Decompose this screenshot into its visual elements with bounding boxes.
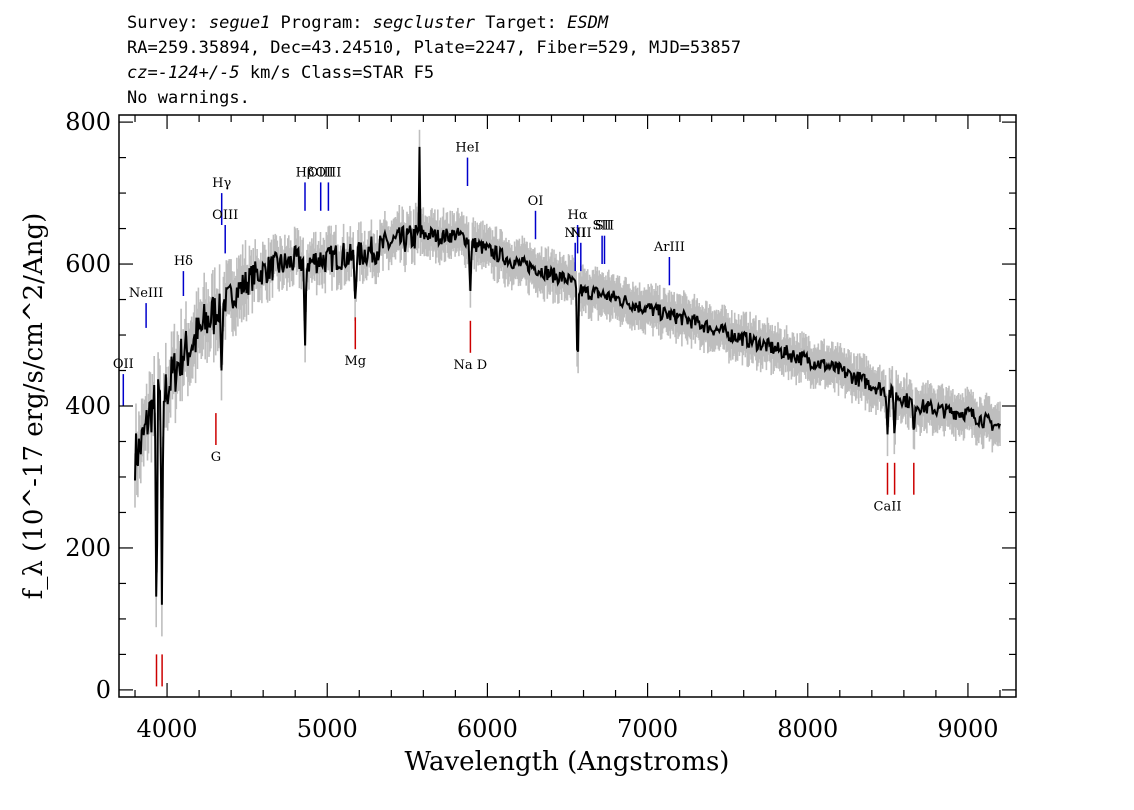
emission-line-label: SII <box>593 219 612 234</box>
emission-line-label: NII <box>570 226 592 241</box>
emission-line-label: OIII <box>315 165 341 180</box>
redshift-value: cz=-124+/-5 <box>127 63 240 83</box>
y-tick-label: 400 <box>65 392 111 420</box>
absorption-line-label: Na D <box>454 358 488 373</box>
emission-line-label: OIII <box>212 208 238 223</box>
x-tick-label: 8000 <box>777 715 838 743</box>
flux-series <box>134 146 1001 605</box>
x-axis-title: Wavelength (Angstroms) <box>405 747 730 777</box>
y-tick-label: 800 <box>65 108 111 136</box>
y-tick-label: 0 <box>96 676 111 704</box>
x-tick-label: 5000 <box>297 715 358 743</box>
emission-line-label: ArIII <box>653 240 685 255</box>
emission-line-label: Hδ <box>174 254 193 269</box>
target-value: ESDM <box>567 13 609 33</box>
emission-line-label: OI <box>528 194 544 209</box>
emission-line-label: NeIII <box>129 286 163 301</box>
emission-line-label: Hγ <box>212 176 231 191</box>
x-tick-label: 6000 <box>457 715 518 743</box>
emission-line-label: OIII <box>308 165 334 180</box>
header-line-3: cz=-124+/-5 km/s Class=STAR F5 <box>127 63 434 83</box>
absorption-line-label: Mg <box>344 354 366 369</box>
target-label: Target: <box>475 13 567 33</box>
y-tick-label: 600 <box>65 250 111 278</box>
survey-label: Survey: <box>127 13 209 33</box>
absorption-line-label: G <box>211 450 221 465</box>
x-tick-label: 4000 <box>137 715 198 743</box>
survey-value: segue1 <box>209 13 270 33</box>
header-line-1: Survey: segue1 Program: segcluster Targe… <box>127 13 609 33</box>
header-line-2: RA=259.35894, Dec=43.24510, Plate=2247, … <box>127 38 741 58</box>
emission-line-label: Hβ <box>296 165 315 180</box>
header-line-4: No warnings. <box>127 88 250 108</box>
y-tick-label: 200 <box>65 534 111 562</box>
axis-ticks: 4000 5000 6000 7000 8000 9000 0 200 400 600 800 <box>65 108 1016 743</box>
program-label: Program: <box>270 13 372 33</box>
flux-line <box>134 146 1001 605</box>
class-text: km/s Class=STAR F5 <box>240 63 434 83</box>
emission-line-label: SII <box>595 219 614 234</box>
x-tick-label: 9000 <box>937 715 998 743</box>
emission-line-label: OII <box>113 357 134 372</box>
program-value: segcluster <box>373 13 476 33</box>
y-axis-title: f_λ (10^-17 erg/s/cm^2/Ang) <box>19 213 49 599</box>
error-band <box>134 129 1001 637</box>
x-tick-label: 7000 <box>617 715 678 743</box>
emission-line-label: Hα <box>568 208 588 223</box>
emission-line-label: HeI <box>455 141 479 156</box>
emission-line-label: NII <box>564 226 586 241</box>
absorption-line-label: CaII <box>874 500 902 515</box>
